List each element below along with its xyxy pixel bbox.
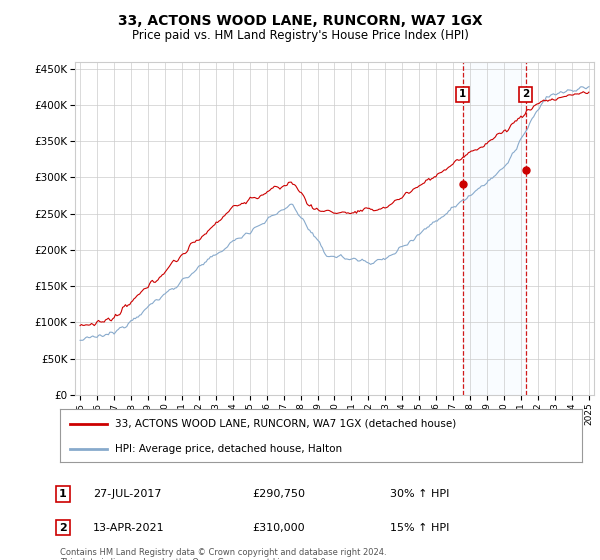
Text: 1: 1: [459, 89, 466, 99]
Text: 13-APR-2021: 13-APR-2021: [93, 522, 164, 533]
Text: 2: 2: [59, 522, 67, 533]
Text: 33, ACTONS WOOD LANE, RUNCORN, WA7 1GX: 33, ACTONS WOOD LANE, RUNCORN, WA7 1GX: [118, 14, 482, 28]
Text: 15% ↑ HPI: 15% ↑ HPI: [390, 522, 449, 533]
Text: 27-JUL-2017: 27-JUL-2017: [93, 489, 161, 499]
Text: 1: 1: [59, 489, 67, 499]
Bar: [463, 62, 526, 395]
Text: 2: 2: [522, 89, 529, 99]
Text: £310,000: £310,000: [252, 522, 305, 533]
Text: 30% ↑ HPI: 30% ↑ HPI: [390, 489, 449, 499]
Text: Price paid vs. HM Land Registry's House Price Index (HPI): Price paid vs. HM Land Registry's House …: [131, 29, 469, 42]
Text: 33, ACTONS WOOD LANE, RUNCORN, WA7 1GX (detached house): 33, ACTONS WOOD LANE, RUNCORN, WA7 1GX (…: [115, 419, 456, 429]
Text: £290,750: £290,750: [252, 489, 305, 499]
Text: HPI: Average price, detached house, Halton: HPI: Average price, detached house, Halt…: [115, 444, 342, 454]
Text: Contains HM Land Registry data © Crown copyright and database right 2024.
This d: Contains HM Land Registry data © Crown c…: [60, 548, 386, 560]
